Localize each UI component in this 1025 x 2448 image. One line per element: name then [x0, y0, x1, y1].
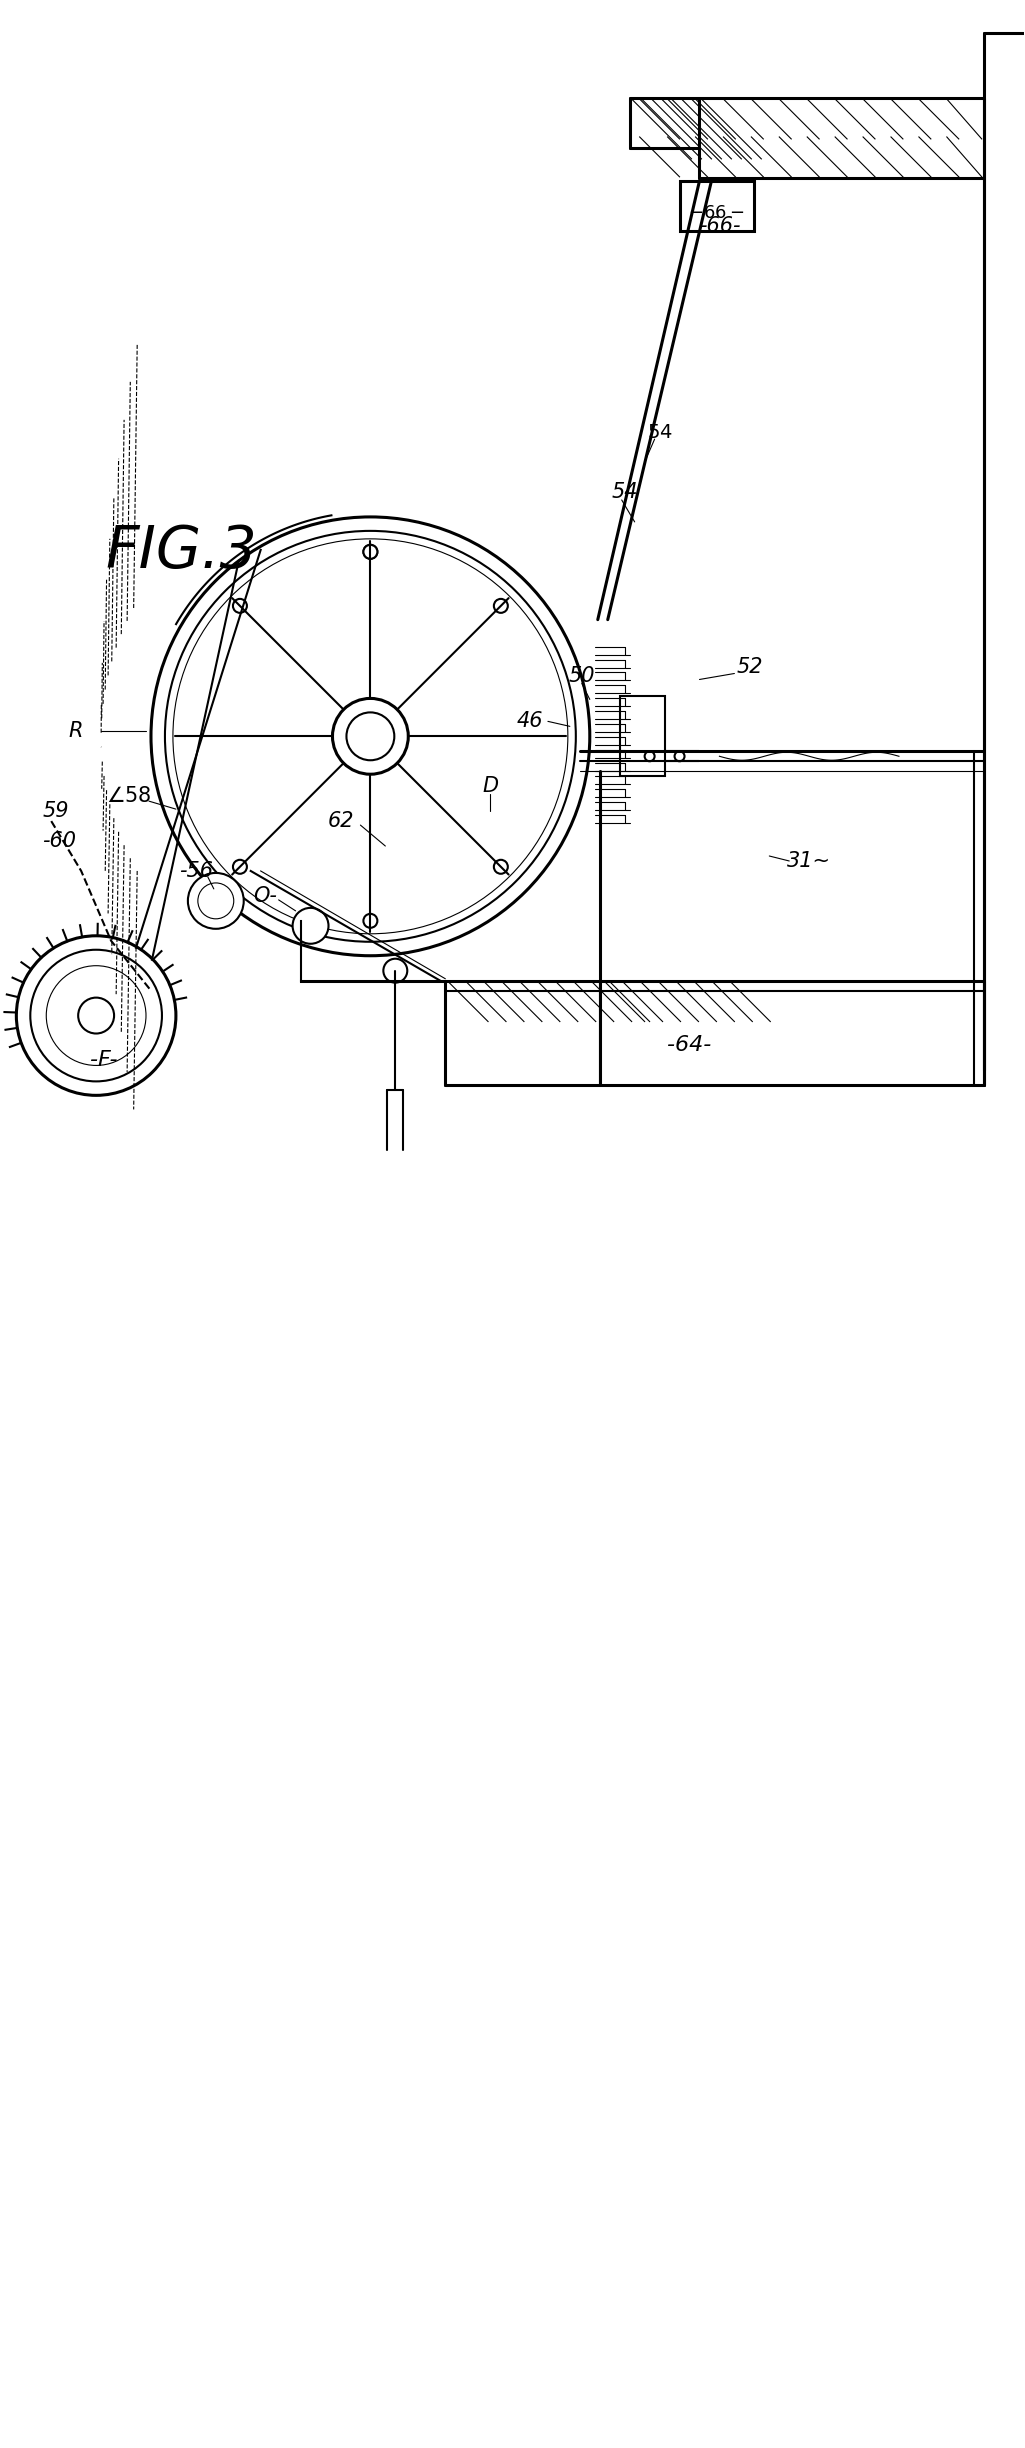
Circle shape [188, 874, 244, 928]
Circle shape [494, 600, 507, 612]
Text: 62: 62 [327, 810, 354, 830]
Text: -60: -60 [42, 830, 76, 852]
Text: $\mathit{-66-}$: $\mathit{-66-}$ [688, 203, 745, 223]
Text: 52: 52 [736, 656, 763, 676]
Circle shape [78, 999, 114, 1033]
Text: 31~: 31~ [787, 852, 831, 871]
Circle shape [494, 859, 507, 874]
Circle shape [233, 859, 247, 874]
Circle shape [645, 752, 655, 761]
Circle shape [364, 913, 377, 928]
Text: R: R [69, 722, 83, 742]
Circle shape [364, 546, 377, 558]
Bar [680, 181, 754, 230]
Text: O-: O- [253, 886, 277, 906]
Text: -56: -56 [178, 862, 213, 881]
Circle shape [292, 908, 328, 945]
Text: 50: 50 [569, 666, 596, 685]
Text: 54: 54 [612, 482, 638, 502]
Bar [620, 695, 664, 776]
Text: 46: 46 [517, 712, 543, 732]
Text: -66-: -66- [699, 215, 740, 235]
Text: D: D [482, 776, 498, 796]
Circle shape [364, 546, 377, 558]
Text: $\mathit{54}$: $\mathit{54}$ [647, 424, 672, 441]
Circle shape [383, 960, 407, 982]
Circle shape [16, 935, 176, 1094]
Circle shape [674, 752, 685, 761]
Text: -64-: -64- [667, 1036, 711, 1055]
Text: FIG.3: FIG.3 [105, 524, 257, 580]
Text: $\mathit{\angle 58}$: $\mathit{\angle 58}$ [107, 786, 152, 805]
Text: 59: 59 [43, 800, 70, 820]
Circle shape [332, 698, 408, 774]
Circle shape [233, 600, 247, 612]
Text: -F-: -F- [90, 1050, 118, 1070]
